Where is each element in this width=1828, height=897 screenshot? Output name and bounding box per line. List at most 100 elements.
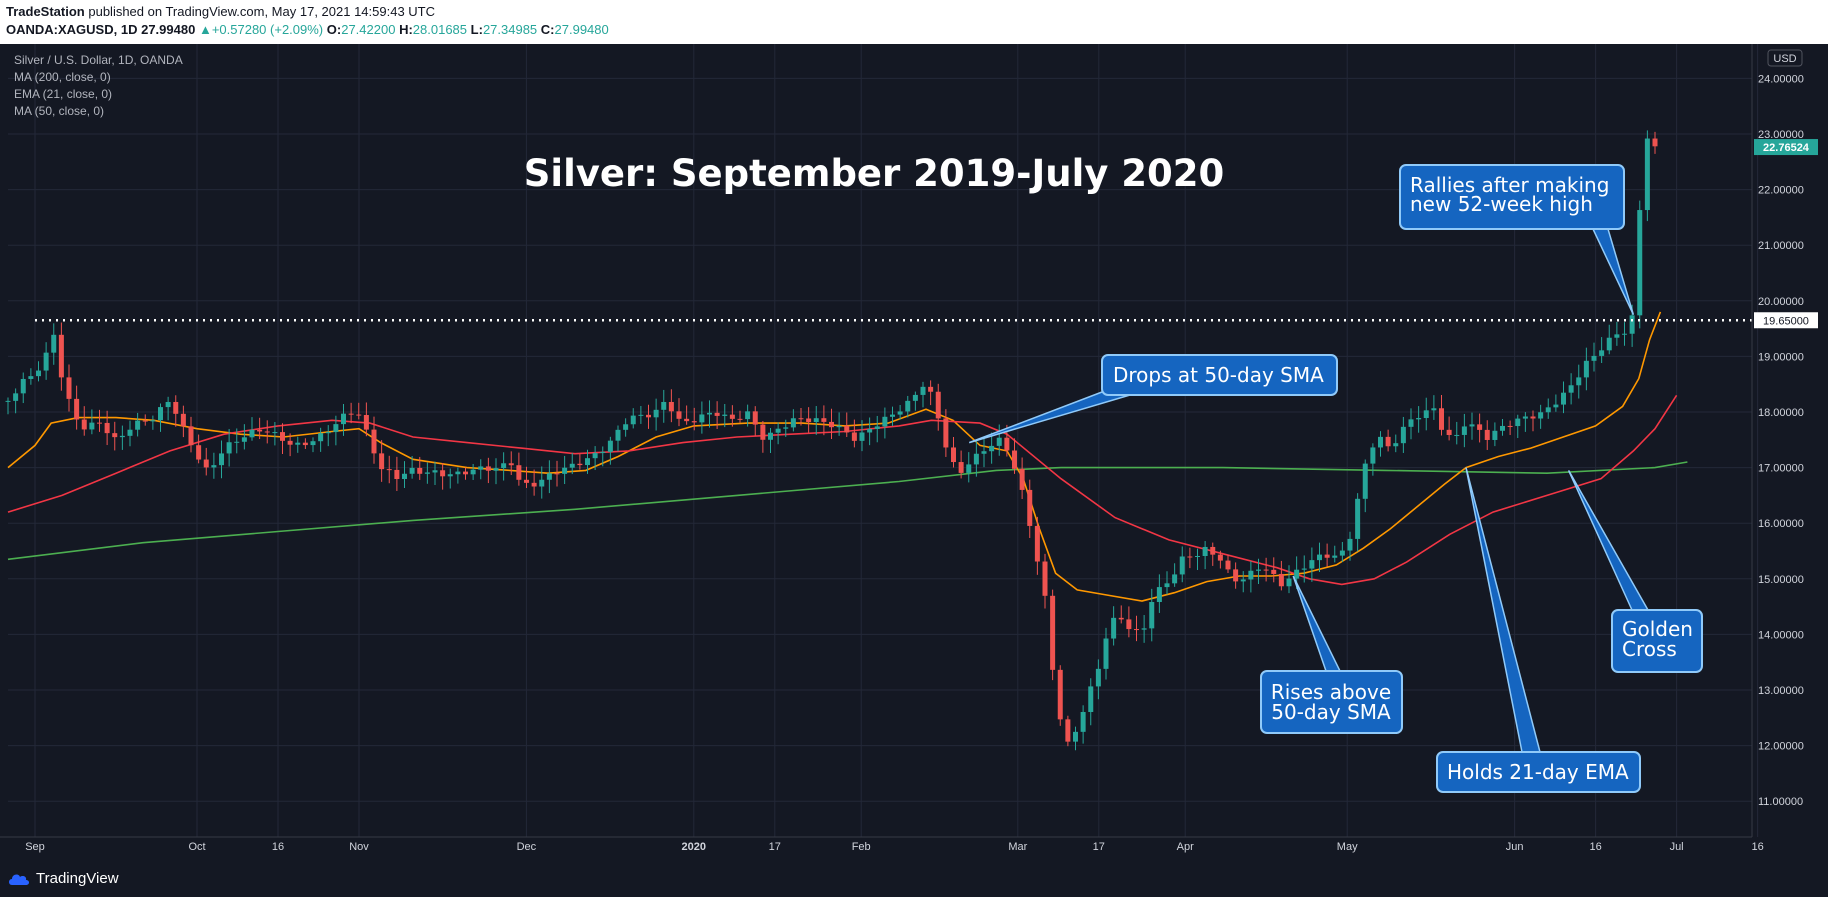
candle-body (196, 445, 202, 460)
time-tick-label: 16 (1589, 841, 1601, 853)
indicator-legend: Silver / U.S. Dollar, 1D, OANDA MA (200,… (14, 53, 183, 118)
candle-body (28, 376, 34, 379)
candle-body (1446, 429, 1452, 435)
publisher-name[interactable]: TradeStation (6, 4, 85, 19)
legend-ma50[interactable]: MA (50, close, 0) (14, 104, 104, 118)
candle-body (272, 432, 278, 434)
time-tick-label: May (1337, 841, 1358, 853)
candle-body (760, 424, 766, 440)
candle-body (1057, 669, 1063, 720)
published-text: published on TradingView.com, May 17, 20… (84, 4, 436, 19)
time-tick-label: 17 (769, 841, 781, 853)
candle-body (1561, 392, 1566, 405)
candle-body (996, 437, 1002, 446)
candle-body (493, 468, 499, 471)
candle-body (1271, 569, 1277, 574)
candle-body (1004, 437, 1010, 451)
callout-drops: Drops at 50-day SMA (968, 354, 1338, 444)
candle-body (1515, 418, 1521, 427)
candle-body (1644, 138, 1650, 211)
candle-body (646, 414, 651, 418)
candle-body (928, 386, 934, 392)
candle-body (501, 463, 507, 469)
time-tick-label: 2020 (682, 841, 706, 853)
candle-body (455, 471, 461, 475)
candle-body (1019, 468, 1025, 490)
candle-body (348, 413, 354, 415)
candle-body (684, 418, 690, 422)
candle-body (1576, 377, 1582, 386)
candle-body (241, 437, 247, 442)
candle-body (1355, 498, 1361, 539)
candle-body (386, 469, 392, 471)
time-tick-label: Mar (1008, 841, 1027, 853)
candle-body (257, 429, 263, 432)
candle-body (615, 429, 621, 441)
time-tick-label: Jul (1670, 841, 1684, 853)
callout-golden-line1: Golden (1622, 617, 1693, 641)
candle-body (1065, 719, 1071, 742)
price-chart[interactable]: 24.00000 23.00000 22.00000 21.00000 20.00000… (0, 44, 1828, 864)
legend-ema21[interactable]: EMA (21, close, 0) (14, 87, 112, 101)
candle-body (1507, 425, 1513, 427)
candle-body (1088, 686, 1094, 712)
callout-rallies: Rallies after making new 52-week high (1399, 164, 1635, 316)
candle-body (1225, 560, 1231, 570)
time-tick-label: Feb (852, 841, 871, 853)
publish-header: TradeStation published on TradingView.co… (0, 0, 1828, 44)
candle-body (424, 472, 430, 474)
symbol-label: OANDA:XAGUSD, 1D (6, 22, 138, 37)
candle-body (1393, 443, 1399, 447)
candle-body (142, 420, 148, 422)
candle-body (1461, 426, 1467, 435)
candle-body (417, 467, 423, 474)
tradingview-logo[interactable]: TradingView (8, 870, 119, 887)
price-tick-label: 16.00000 (1758, 518, 1804, 530)
candle-body (1164, 583, 1170, 588)
candle-body (775, 428, 781, 433)
price-tick-label: 11.00000 (1758, 796, 1803, 808)
time-tick-label: 16 (1751, 841, 1763, 853)
candle-body (1347, 538, 1353, 551)
price-tick-label: 22.00000 (1758, 185, 1804, 197)
candle-body (1050, 595, 1056, 670)
candle-body (1210, 546, 1216, 555)
candle-body (97, 422, 102, 424)
candle-body (714, 412, 720, 416)
candle-body (1080, 711, 1086, 732)
candle-body (432, 470, 438, 473)
candle-body (1416, 418, 1422, 420)
symbol-title: Silver / U.S. Dollar, 1D, OANDA (14, 53, 183, 67)
candle-body (310, 441, 316, 446)
candle-body (1012, 450, 1017, 469)
candle-body (516, 465, 522, 480)
last-price: 27.99480 (141, 22, 196, 37)
candle-body (20, 378, 26, 394)
close-value: 27.99480 (554, 22, 609, 37)
candle-body (379, 453, 385, 470)
candle-body (1179, 556, 1185, 575)
time-tick-label: Apr (1177, 841, 1194, 853)
candles (5, 130, 1658, 751)
open-label: O: (326, 22, 342, 37)
candle-body (234, 441, 240, 443)
candle-body (905, 400, 911, 412)
time-axis[interactable]: Sep Oct 16 Nov Dec 2020 17 Feb Mar 17 Apr May Jun 16 J… (25, 841, 1764, 853)
candle-body (119, 435, 125, 438)
callout-rises-line2: 50-day SMA (1271, 700, 1391, 724)
candle-body (1477, 424, 1483, 430)
candle-body (1629, 315, 1635, 334)
callout-holds: Holds 21-day EMA (1436, 467, 1641, 793)
callout-rises: Rises above 50-day SMA (1260, 575, 1403, 734)
candle-body (394, 469, 400, 480)
legend-ma200[interactable]: MA (200, close, 0) (14, 70, 111, 84)
high-value: 28.01685 (412, 22, 468, 37)
candle-body (806, 418, 812, 423)
candle-body (302, 442, 308, 446)
high-label: H: (399, 22, 413, 37)
candle-body (585, 458, 590, 466)
callout-rallies-line2: new 52-week high (1410, 192, 1593, 216)
candle-body (1530, 416, 1536, 419)
price-axis[interactable]: 24.00000 23.00000 22.00000 21.00000 20.00000… (1758, 73, 1804, 808)
candle-body (127, 429, 133, 436)
